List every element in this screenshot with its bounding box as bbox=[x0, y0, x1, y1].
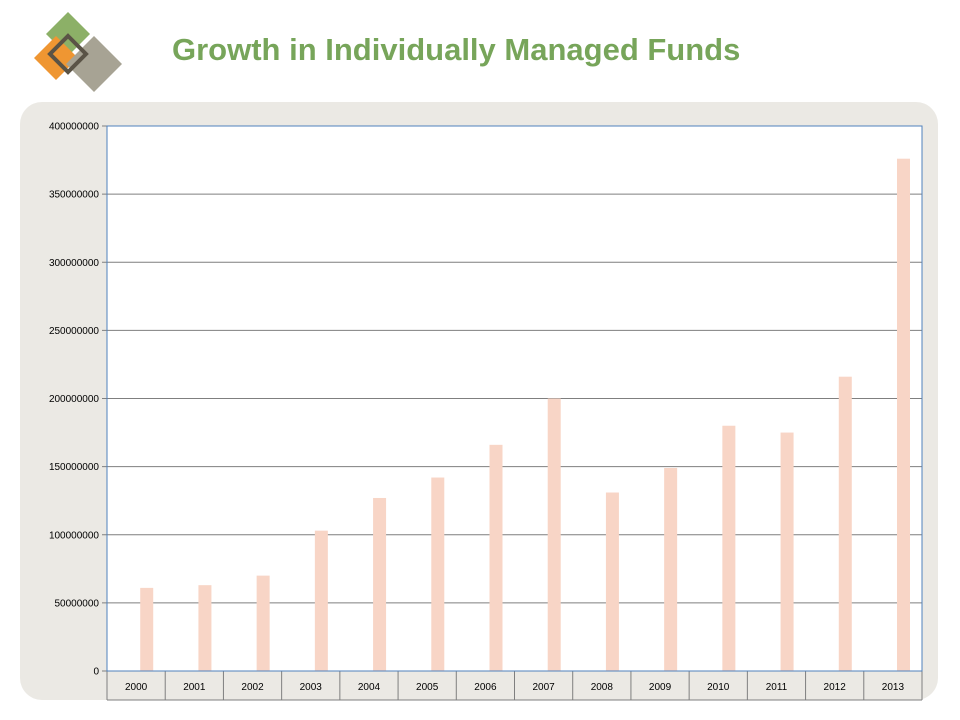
y-tick-label: 150000000 bbox=[49, 462, 99, 473]
y-axis-ticks: 0 50000000 100000000 150000000 200000000 2500… bbox=[49, 122, 100, 678]
x-tick-label: 2005 bbox=[416, 682, 439, 693]
bar bbox=[314, 530, 328, 671]
x-tick-label: 2003 bbox=[300, 682, 323, 693]
x-tick-label: 2000 bbox=[125, 682, 148, 693]
bar bbox=[780, 432, 794, 671]
y-tick-label: 300000000 bbox=[49, 258, 99, 269]
x-tick-label: 2012 bbox=[824, 682, 847, 693]
bar bbox=[431, 477, 445, 671]
bar bbox=[373, 497, 387, 671]
y-tick-label: 0 bbox=[93, 667, 99, 678]
bar bbox=[198, 585, 212, 671]
bar bbox=[489, 444, 503, 671]
x-tick-label: 2010 bbox=[707, 682, 730, 693]
plot-border bbox=[106, 125, 923, 672]
x-tick-label: 2011 bbox=[766, 682, 788, 693]
bar bbox=[605, 492, 619, 671]
page-title: Growth in Individually Managed Funds bbox=[172, 32, 741, 67]
y-tick-label: 250000000 bbox=[49, 326, 99, 337]
y-tick-label: 50000000 bbox=[55, 598, 100, 609]
x-tick-label: 2013 bbox=[882, 682, 905, 693]
bar bbox=[140, 587, 154, 671]
x-tick-label: 2007 bbox=[532, 682, 555, 693]
overlapping-diamonds-logo-icon bbox=[34, 12, 122, 92]
y-tick-label: 400000000 bbox=[49, 122, 99, 133]
bar bbox=[664, 467, 678, 671]
x-tick-label: 2004 bbox=[358, 682, 381, 693]
bars bbox=[140, 158, 910, 671]
bar bbox=[722, 425, 736, 671]
bar bbox=[547, 398, 561, 671]
x-axis-category-cells: 2000 2001 2002 2003 2004 2005 2006 2007 2008 2009… bbox=[106, 671, 923, 701]
y-tick-label: 350000000 bbox=[49, 190, 99, 201]
bar bbox=[838, 376, 852, 671]
bar bbox=[256, 575, 270, 671]
y-tick-label: 200000000 bbox=[49, 394, 99, 405]
x-tick-label: 2001 bbox=[183, 682, 206, 693]
x-tick-label: 2009 bbox=[649, 682, 672, 693]
y-tick-label: 100000000 bbox=[49, 530, 99, 541]
logo bbox=[34, 12, 122, 92]
x-tick-label: 2008 bbox=[591, 682, 614, 693]
x-tick-label: 2002 bbox=[241, 682, 264, 693]
bar bbox=[897, 158, 910, 671]
x-tick-label: 2006 bbox=[474, 682, 497, 693]
